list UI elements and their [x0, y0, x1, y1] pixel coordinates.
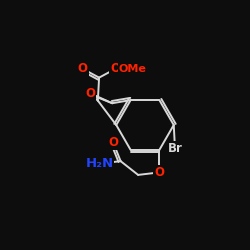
- Text: Br: Br: [168, 142, 182, 155]
- Text: OMe: OMe: [119, 64, 147, 74]
- Text: O: O: [154, 166, 164, 179]
- Text: O: O: [78, 62, 88, 76]
- Text: O: O: [85, 87, 95, 100]
- Text: O: O: [110, 62, 120, 76]
- Text: H₂N: H₂N: [85, 157, 114, 170]
- Text: O: O: [108, 136, 118, 149]
